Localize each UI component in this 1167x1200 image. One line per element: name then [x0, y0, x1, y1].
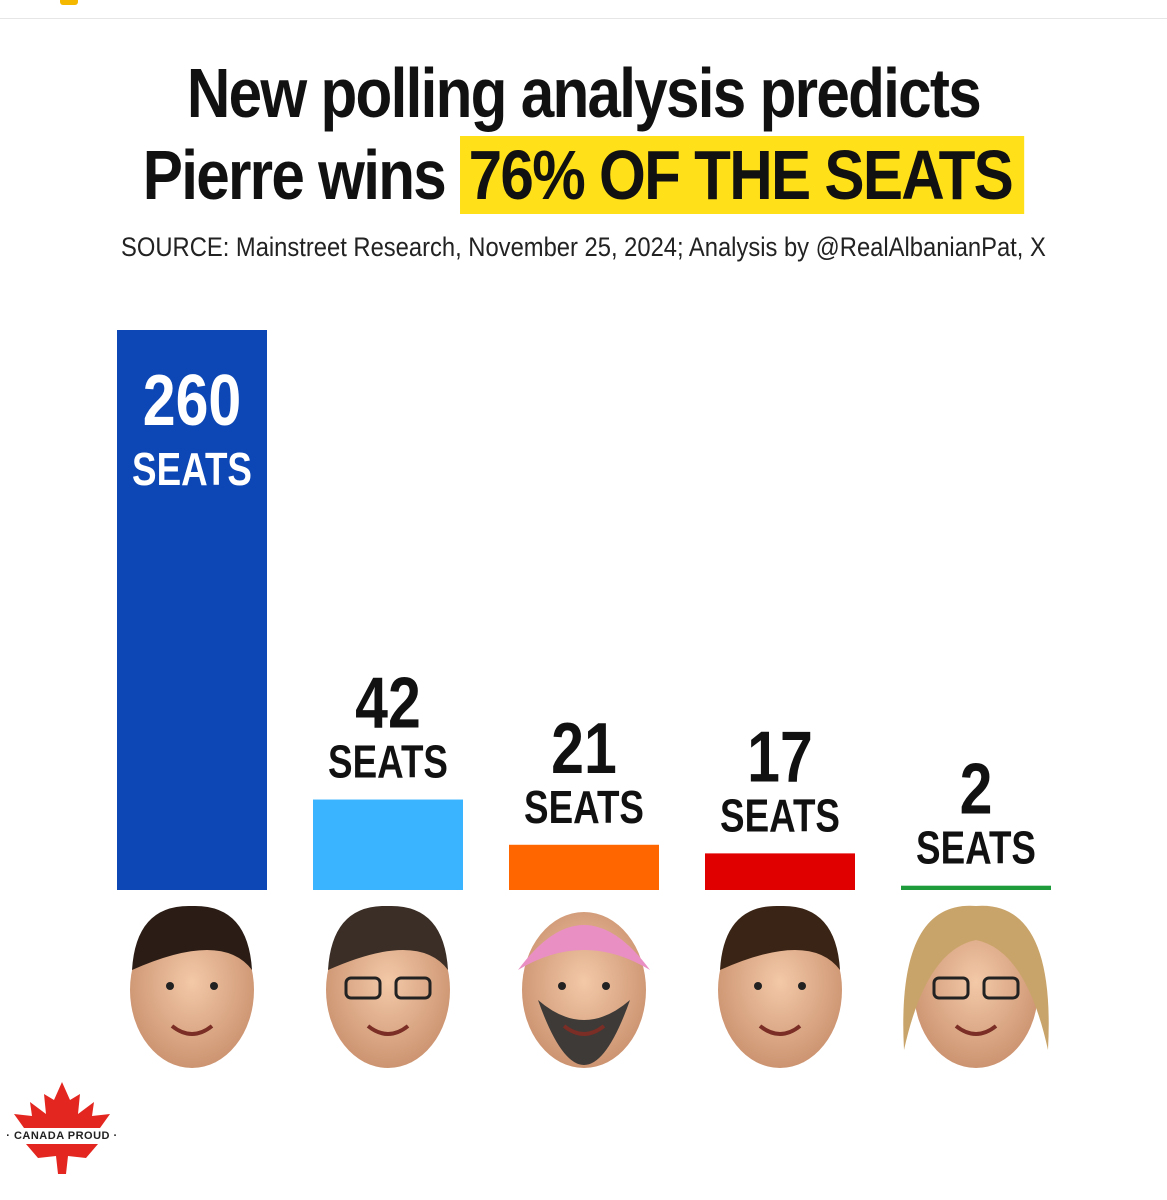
- bar-unit-1: SEATS: [132, 443, 252, 495]
- canada-proud-logo: · CANADA PROUD ·: [6, 1078, 118, 1188]
- bar-5: [901, 885, 1051, 890]
- portrait-4: [718, 905, 842, 1068]
- source-note: SOURCE: Mainstreet Research, November 25…: [121, 232, 1046, 262]
- headline-highlight: 76% OF THE SEATS: [460, 136, 1025, 214]
- bar-unit-2: SEATS: [328, 736, 448, 788]
- headline: New polling analysis predicts Pierre win…: [82, 52, 1086, 216]
- top-accent: [60, 0, 78, 5]
- headline-line-2: Pierre wins 76% OF THE SEATS: [82, 134, 1086, 216]
- headline-line-1: New polling analysis predicts: [186, 54, 982, 132]
- portrait-3: [518, 912, 650, 1068]
- bars: [117, 330, 1051, 890]
- top-strip: [0, 0, 1167, 19]
- bar-value-3: 21: [551, 707, 617, 788]
- portrait-5: [903, 905, 1049, 1068]
- bar-value-1: 260: [143, 359, 241, 440]
- bar-unit-5: SEATS: [916, 822, 1036, 874]
- headline-line-2-prefix: Pierre wins: [142, 136, 447, 214]
- bar-1: [117, 330, 267, 890]
- bar-4: [705, 853, 855, 890]
- portraits: [130, 905, 1049, 1068]
- portrait-2: [326, 905, 450, 1068]
- bar-value-2: 42: [355, 662, 421, 743]
- bar-unit-4: SEATS: [720, 789, 840, 841]
- bar-unit-3: SEATS: [524, 781, 644, 833]
- portrait-1: [130, 905, 254, 1068]
- bar-value-4: 17: [747, 716, 813, 797]
- logo-text: · CANADA PROUD ·: [6, 1130, 118, 1142]
- bar-2: [313, 799, 463, 890]
- bar-3: [509, 844, 659, 890]
- maple-leaf-icon: [14, 1082, 110, 1174]
- bar-value-5: 2: [960, 748, 993, 829]
